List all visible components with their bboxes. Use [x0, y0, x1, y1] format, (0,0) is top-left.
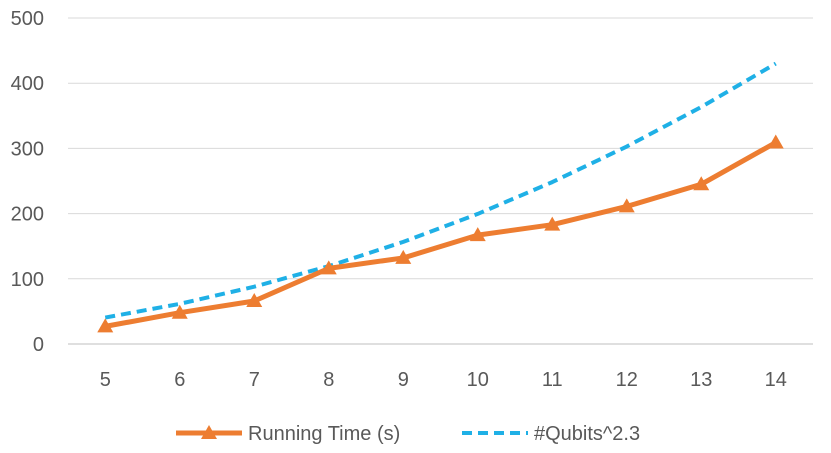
- data-point-marker: [395, 249, 412, 264]
- legend-item-qubits: #Qubits^2.3: [462, 423, 640, 445]
- legend-item-running-time: Running Time (s): [176, 423, 400, 445]
- x-tick-label: 6: [174, 369, 185, 391]
- series-line-running-time: [102, 140, 779, 329]
- y-tick-label: 300: [11, 138, 44, 160]
- x-tick-label: 7: [249, 369, 260, 391]
- series-layer: [97, 61, 784, 333]
- y-tick-label: 200: [11, 204, 44, 226]
- x-tick-label: 9: [398, 369, 409, 391]
- y-tick-label: 500: [11, 8, 44, 30]
- x-tick-label: 5: [100, 369, 111, 391]
- x-tick-label: 13: [690, 369, 712, 391]
- y-tick-label: 100: [11, 269, 44, 291]
- legend: Running Time (s) #Qubits^2.3: [176, 423, 640, 445]
- legend-label-qubits: #Qubits^2.3: [534, 423, 640, 445]
- x-axis: 5 6 7 8 9 10 11 12 13 14: [100, 369, 787, 391]
- y-axis: 0 100 200 300 400 500: [11, 8, 44, 356]
- x-tick-label: 10: [467, 369, 489, 391]
- legend-marker-triangle-icon: [201, 425, 217, 439]
- data-point-marker: [320, 260, 337, 275]
- y-tick-label: 0: [33, 334, 44, 356]
- legend-label-running-time: Running Time (s): [248, 423, 400, 445]
- x-tick-label: 8: [323, 369, 334, 391]
- data-point-marker: [246, 292, 263, 307]
- series-line-qubits: [104, 61, 777, 320]
- x-tick-label: 11: [542, 369, 563, 391]
- gridlines: [68, 17, 813, 345]
- data-point-marker: [693, 176, 710, 191]
- y-tick-label: 400: [11, 73, 44, 95]
- x-tick-label: 14: [765, 369, 787, 391]
- x-tick-label: 12: [616, 369, 638, 391]
- data-point-marker: [544, 216, 561, 231]
- data-point-marker: [469, 227, 486, 242]
- data-point-marker: [171, 304, 188, 319]
- data-point-marker: [618, 198, 635, 213]
- data-point-marker: [767, 134, 784, 149]
- data-point-marker: [97, 318, 114, 333]
